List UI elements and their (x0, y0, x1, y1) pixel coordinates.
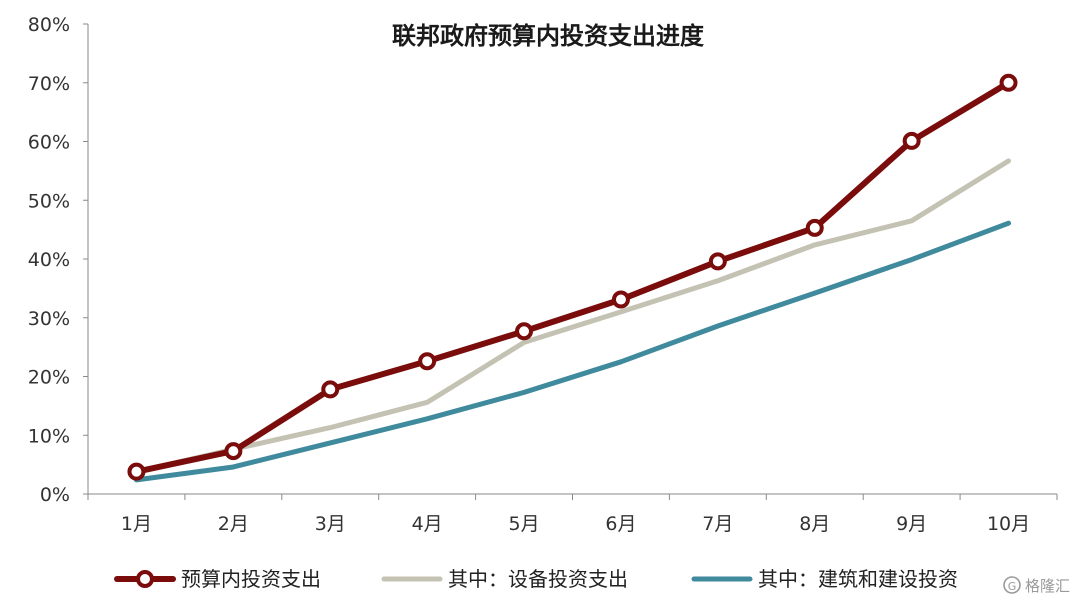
series-1-point (805, 218, 824, 237)
axes: 0% 10% 20% 30% 40% 50% 60% 70% 80% 1月 2月 3月 4月 5月 6月 7月… (28, 14, 1058, 535)
x-tick-label: 8月 (799, 513, 830, 535)
legend-item-2: 其中：设备投资支出 (381, 567, 628, 591)
series-2 (133, 158, 1012, 475)
series-1-point (999, 73, 1018, 92)
y-tick-label: 0% (40, 484, 70, 506)
watermark: G 格隆汇 (1003, 576, 1070, 595)
series-1-point (321, 380, 340, 399)
y-tick-label: 30% (28, 308, 70, 330)
y-tick-label: 60% (28, 132, 70, 154)
series-1 (127, 73, 1018, 481)
y-tick-label: 20% (28, 367, 70, 389)
legend-label: 其中：建筑和建设投资 (758, 567, 958, 591)
g-logo-icon (1003, 576, 1021, 594)
series-1-point (224, 442, 243, 461)
y-tick-label: 10% (28, 425, 70, 447)
legend-label: 其中：设备投资支出 (448, 567, 628, 591)
series-1-point (515, 322, 534, 341)
series-3-line (133, 220, 1012, 483)
legend: 预算内投资支出 其中：设备投资支出 其中：建筑和建设投资 (114, 567, 958, 591)
x-tick-label: 3月 (315, 513, 346, 535)
series-1-point (708, 252, 727, 271)
x-tick-label: 6月 (605, 513, 636, 535)
y-tick-label: 40% (28, 249, 70, 271)
legend-label: 预算内投资支出 (181, 567, 321, 591)
y-tick-label: 70% (28, 73, 70, 95)
legend-item-3: 其中：建筑和建设投资 (691, 567, 958, 591)
x-tick-label: 7月 (702, 513, 733, 535)
legend-marker (136, 570, 154, 588)
y-tick-label: 80% (28, 14, 70, 36)
chart-title: 联邦政府预算内投资支出进度 (392, 22, 705, 50)
watermark-text: 格隆汇 (1025, 577, 1070, 595)
x-tick-label: 2月 (218, 513, 249, 535)
series-3 (133, 220, 1012, 483)
legend-item-1: 预算内投资支出 (114, 567, 321, 591)
y-tick-label: 50% (28, 190, 70, 212)
x-tick-label: 5月 (509, 513, 540, 535)
x-tick-label: 10月 (987, 513, 1030, 535)
g-logo-letter: G (1008, 580, 1017, 593)
series-1-point (418, 352, 437, 371)
series-1-point (902, 131, 921, 150)
x-tick-label: 4月 (412, 513, 443, 535)
series-1-point (127, 462, 146, 481)
series-1-point (611, 290, 630, 309)
x-tick-label: 1月 (121, 513, 152, 535)
series-1-line (133, 79, 1012, 475)
series-layer (127, 73, 1018, 483)
series-2-line (133, 158, 1012, 475)
x-tick-label: 9月 (896, 513, 927, 535)
